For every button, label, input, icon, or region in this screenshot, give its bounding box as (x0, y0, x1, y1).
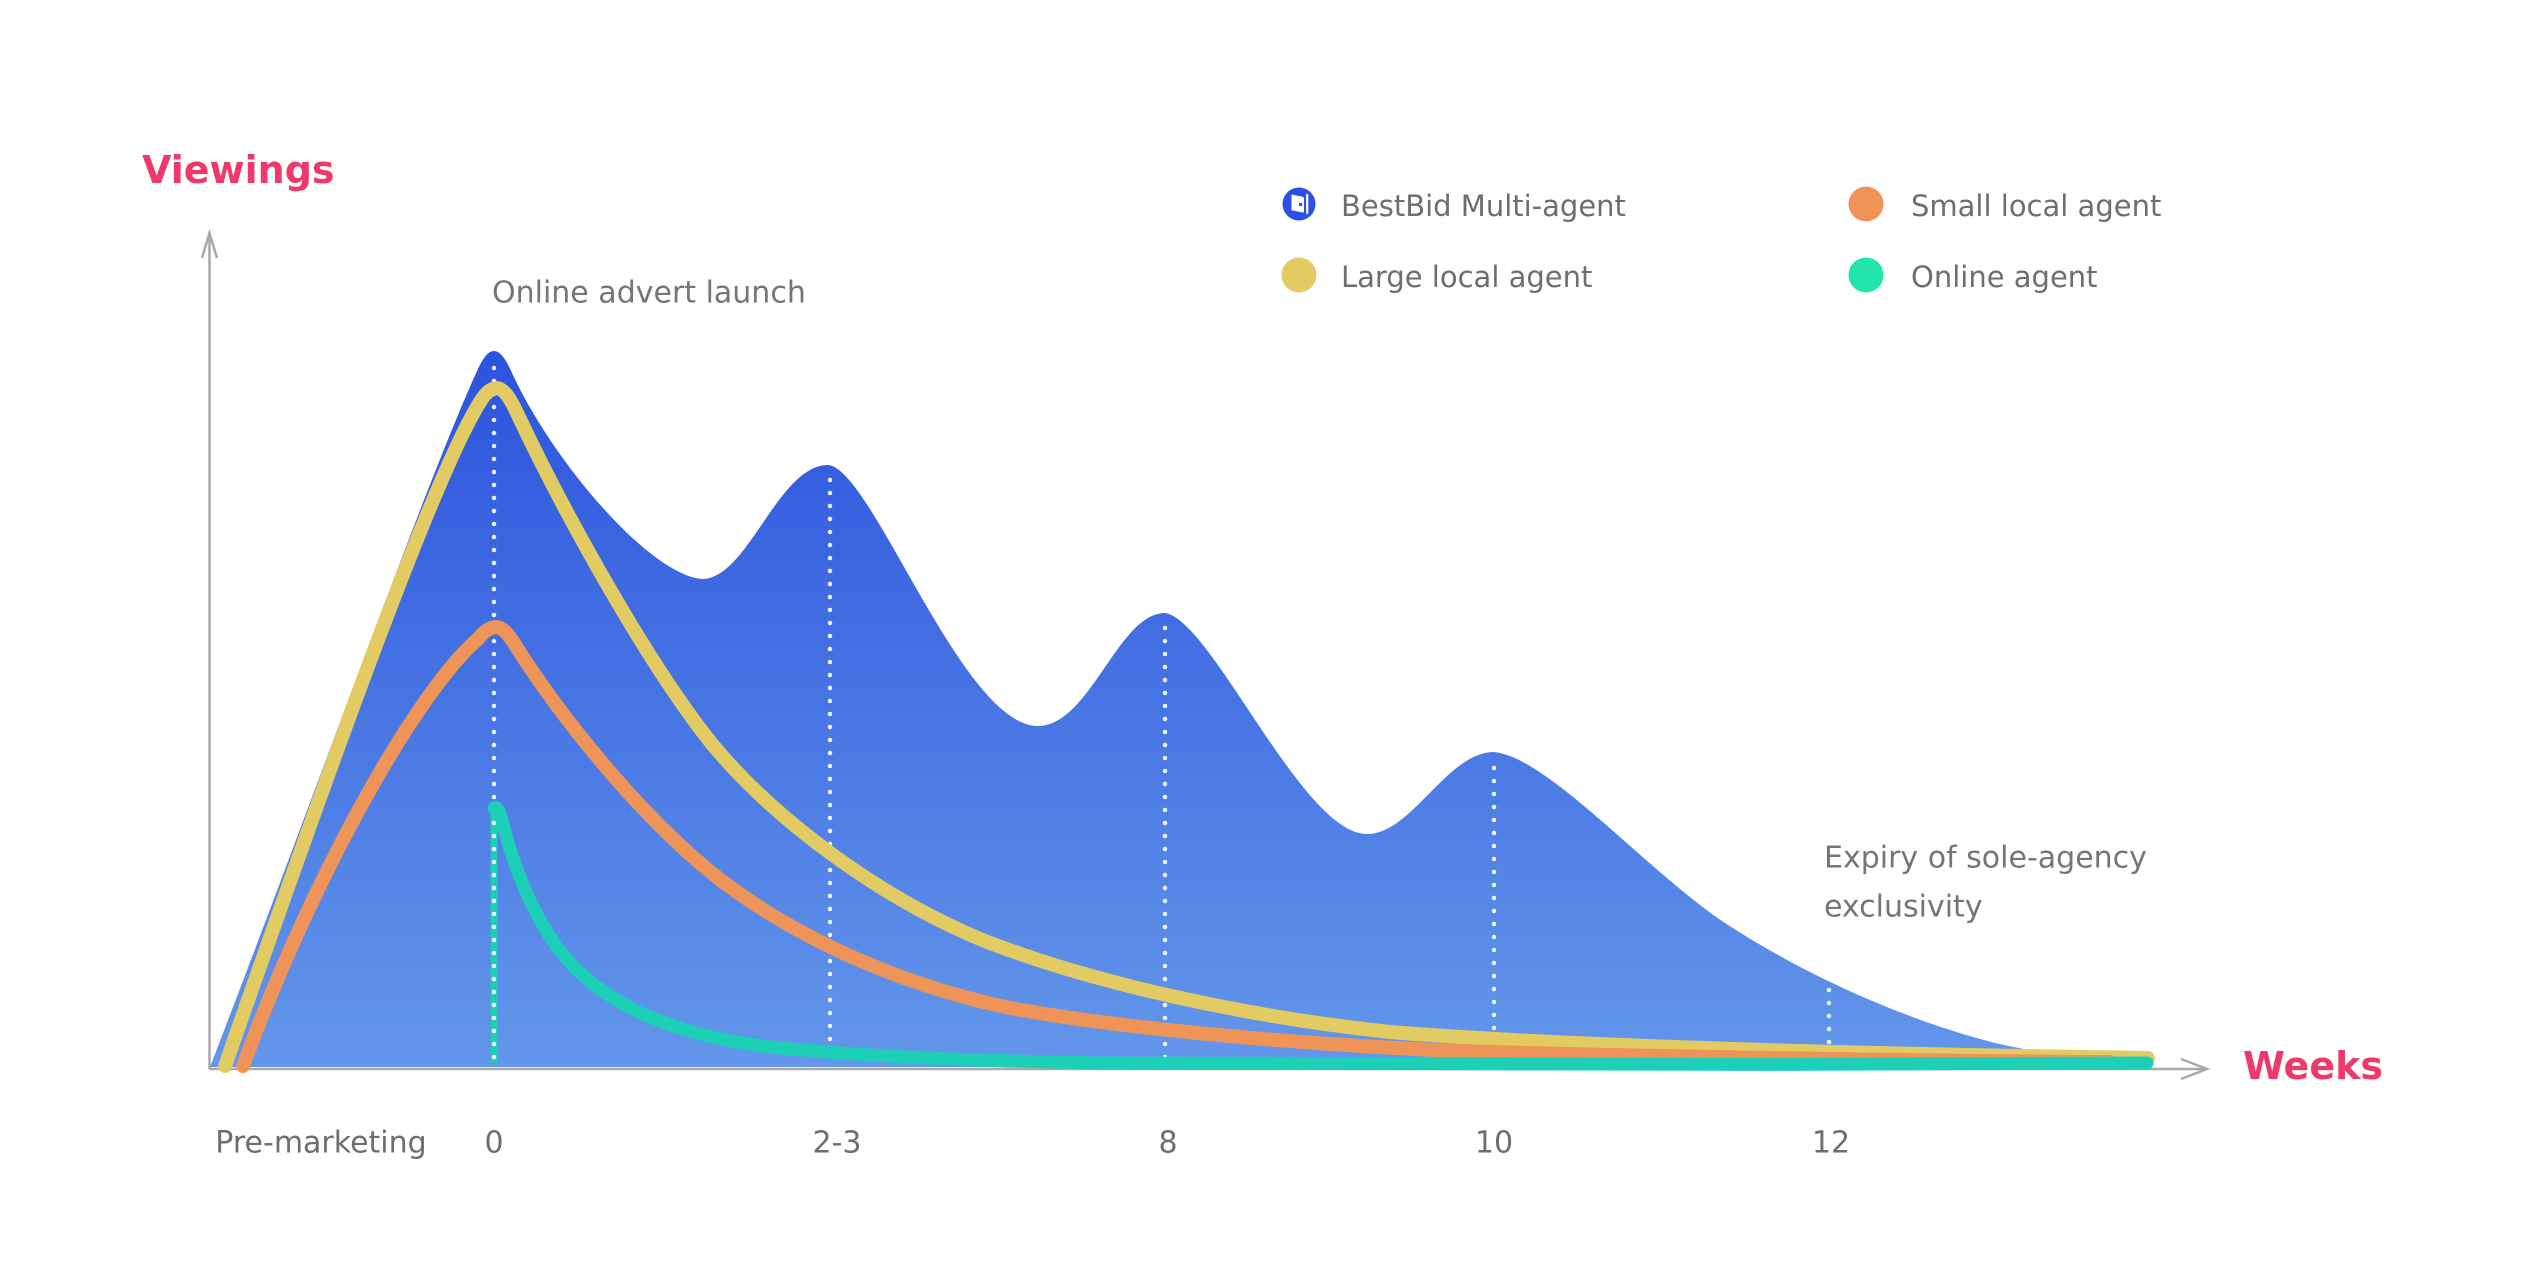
legend-item-large-local: Large local agent (1281, 257, 1592, 294)
x-axis-arrow-icon (2180, 1057, 2211, 1081)
y-axis-title: Viewings (142, 148, 335, 192)
y-axis (200, 228, 219, 1069)
legend-label-small-local: Small local agent (1911, 189, 2161, 223)
small-local-agent-series (236, 619, 2117, 1073)
x-axis-title: Weeks (2243, 1044, 2383, 1088)
tick-0: 0 (484, 1126, 503, 1161)
legend-label-bestbid: BestBid Multi-agent (1341, 189, 1626, 223)
expiry-annotation-line2: exclusivity (1824, 890, 1983, 925)
legend-item-online: Online agent (1848, 257, 2098, 294)
bestbid-area-series (210, 351, 2150, 1067)
legend-label-online: Online agent (1911, 260, 2098, 294)
legend-dot-large-local (1281, 257, 1317, 293)
legend-item-bestbid: BestBid Multi-agent (1282, 187, 1626, 223)
expiry-annotation-line1: Expiry of sole-agency (1824, 841, 2147, 876)
x-tick-labels: Pre-marketing 0 2-3 8 10 12 (215, 1126, 1850, 1161)
y-axis-arrow-icon (200, 228, 219, 259)
tick-10: 10 (1475, 1126, 1513, 1161)
launch-annotation: Online advert launch (492, 276, 806, 311)
tick-8: 8 (1158, 1126, 1177, 1161)
door-icon-glyph (1291, 193, 1309, 215)
legend-label-large-local: Large local agent (1341, 260, 1592, 294)
tick-2-3: 2-3 (813, 1126, 862, 1161)
legend-dot-online (1848, 257, 1884, 293)
tick-12: 12 (1812, 1126, 1850, 1161)
large-local-agent-series (218, 380, 2155, 1073)
online-agent-series (487, 801, 2154, 1071)
legend-item-small-local: Small local agent (1848, 186, 2161, 223)
legend-dot-small-local (1848, 186, 1884, 222)
legend: BestBid Multi-agent Small local agent La… (1281, 186, 2161, 294)
dotted-guides (491, 365, 1832, 1063)
tick-pre-marketing: Pre-marketing (215, 1126, 426, 1161)
